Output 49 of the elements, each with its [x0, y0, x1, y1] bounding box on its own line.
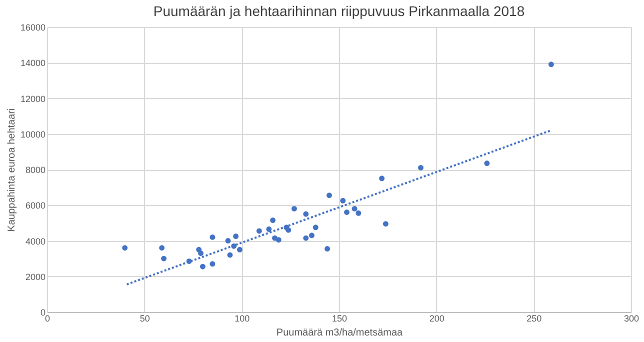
point: [233, 234, 239, 240]
point: [309, 232, 314, 238]
y-tick-label: 4000: [25, 236, 46, 246]
y-tick-label: 6000: [25, 200, 46, 211]
point: [286, 227, 292, 233]
point: [312, 224, 318, 230]
point: [379, 176, 385, 182]
point: [340, 198, 346, 204]
x-tick-label: 200: [429, 314, 444, 324]
point: [161, 256, 167, 262]
point: [352, 206, 358, 212]
chart-title: Puumäärän ja hehtaarihinnan riippuvuus Pirkanmaalla 2018: [153, 3, 525, 19]
y-tick-label: 16000: [20, 22, 46, 32]
x-tick-label: 250: [526, 314, 542, 324]
point: [548, 62, 554, 68]
point: [198, 250, 204, 256]
point: [256, 228, 262, 234]
y-tick-label: 2000: [25, 272, 46, 282]
point: [122, 245, 128, 251]
y-tick-label: 8000: [25, 165, 46, 175]
point: [227, 252, 233, 258]
point: [159, 245, 165, 251]
y-axis-title: Kauppahinta euroa hehtaari: [6, 108, 18, 232]
point: [326, 192, 332, 198]
point: [382, 221, 388, 227]
x-tick-label: 50: [140, 314, 150, 324]
point: [270, 218, 276, 223]
point: [303, 235, 309, 241]
point: [324, 246, 330, 252]
point: [303, 211, 309, 217]
point: [291, 206, 297, 212]
x-tick-label: 150: [332, 314, 348, 324]
point: [266, 226, 272, 232]
x-tick-label: 100: [234, 314, 250, 324]
x-tick-label: 300: [624, 314, 640, 324]
point: [276, 237, 282, 243]
point: [344, 210, 350, 215]
y-tick-label: 14000: [20, 58, 46, 68]
point: [418, 164, 424, 170]
x-axis-title: Puumäärä m3/ha/metsämaa: [276, 328, 404, 338]
point: [200, 264, 206, 270]
y-tick-label: 10000: [20, 129, 46, 140]
point: [225, 238, 231, 244]
point: [236, 246, 242, 252]
point: [210, 234, 216, 240]
y-tick-label: 12000: [20, 94, 46, 104]
point: [356, 210, 362, 216]
point: [210, 261, 216, 267]
point: [484, 160, 490, 166]
